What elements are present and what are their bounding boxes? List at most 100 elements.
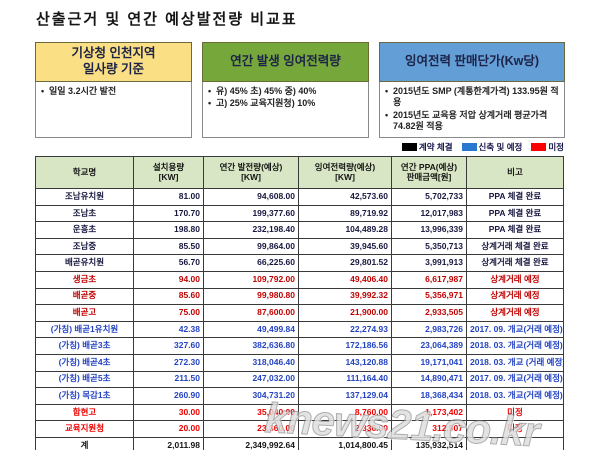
legend-item-new-planned: 신축 및 예정	[461, 141, 523, 153]
cell-sale-amount: 19,171,041	[391, 353, 467, 372]
column-label: 학교명	[72, 166, 97, 177]
cell-sale-amount: 14,890,471	[391, 370, 467, 389]
column-label: 연간 발전량(예상)	[219, 161, 283, 172]
cell-capacity: 2,011.98	[133, 436, 204, 450]
cell-school-name: 조남유치원	[35, 188, 134, 206]
cell-surplus-power: 39,992.32	[298, 287, 392, 306]
table-row: 조남초 170.70 199,377.60 89,719.92 12,017,983 PP…	[35, 204, 564, 223]
cell-surplus-power: 137,129.04	[298, 387, 392, 405]
cell-annual-generation: 87,600.00	[203, 304, 299, 322]
cell-school-name: (가칭) 배곧4초	[35, 353, 134, 372]
legend-swatch-black	[401, 143, 417, 151]
table-row: 조남유치원 81.00 94,608.00 42,573.60 5,702,733 PPA…	[35, 188, 564, 206]
cell-sale-amount: 2,983,726	[391, 320, 467, 339]
info-box-irradiance-header-line2: 일사량 기준	[83, 62, 144, 76]
cell-capacity: 81.00	[133, 188, 204, 206]
cell-annual-generation: 2,349,992.64	[203, 436, 299, 450]
cell-annual-generation: 23,360.00	[203, 420, 299, 438]
info-box-irradiance: 기상청 인천지역 일사량 기준 일일 3.2시간 발전	[35, 42, 192, 138]
table-row: 배곧고 75.00 87,600.00 21,900.00 2,933,505 상계거래 …	[35, 304, 564, 322]
cell-annual-generation: 94,608.00	[203, 188, 299, 206]
cell-note: 미정	[466, 420, 564, 438]
cell-note: 상계거래 체결 완료	[466, 237, 564, 256]
cell-note: 상계거래 체결 완료	[466, 254, 564, 272]
cell-school-name: (가칭) 배곧1유치원	[35, 320, 134, 339]
cell-surplus-power: 21,900.00	[298, 304, 392, 322]
status-legend: 계약 체결 신축 및 예정 미정	[401, 141, 564, 153]
cell-note: PPA 체결 완료	[466, 188, 564, 206]
cell-annual-generation: 35,040.00	[203, 403, 299, 422]
table-row: 운흥초 198.80 232,198.40 104,489.28 13,996,339 P…	[35, 221, 564, 239]
cell-note: 상계거래 예정	[466, 304, 564, 322]
cell-annual-generation: 109,792.00	[203, 270, 299, 289]
cell-capacity: 42.38	[133, 320, 204, 339]
legend-label: 미정	[548, 142, 564, 152]
legend-item-undecided: 미정	[531, 141, 564, 153]
column-surplus-power: 잉여전력량(예상) [KW]	[298, 156, 392, 189]
cell-capacity: 56.70	[133, 254, 204, 272]
cell-capacity: 20.00	[133, 420, 204, 438]
cell-surplus-power: 111,164.40	[298, 370, 392, 389]
cell-capacity: 85.50	[133, 237, 204, 256]
cell-capacity: 327.60	[133, 337, 204, 355]
column-annual-generation: 연간 발전량(예상) [KW]	[203, 156, 299, 189]
cell-note: 2017. 09. 개교(거래 예정)	[466, 370, 564, 389]
cell-surplus-power: 172,186.56	[298, 337, 392, 355]
cell-school-name: (가칭) 배곧3초	[35, 337, 134, 355]
cell-note: PPA 체결 완료	[466, 204, 564, 223]
cell-sale-amount: 3,991,913	[391, 254, 467, 272]
cell-surplus-power: 39,945.60	[298, 237, 392, 256]
cell-sale-amount: 5,350,713	[391, 237, 467, 256]
cell-surplus-power: 2,336.00	[298, 420, 392, 438]
cell-note: 미정	[466, 403, 564, 422]
cell-capacity: 94.00	[133, 270, 204, 289]
table-header: 학교명 설치용량 [KW] 연간 발전량(예상) [KW] 잉여전력량(예상) …	[35, 156, 564, 189]
cell-surplus-power: 104,489.28	[298, 221, 392, 239]
cell-surplus-power: 42,573.60	[298, 188, 392, 206]
cell-sale-amount: 12,017,983	[391, 204, 467, 223]
cell-capacity: 30.00	[133, 403, 204, 422]
info-boxes-row: 기상청 인천지역 일사량 기준 일일 3.2시간 발전 연간 발생 잉여전력량 …	[35, 42, 565, 138]
cell-annual-generation: 99,864.00	[203, 237, 299, 256]
info-box-irradiance-body: 일일 3.2시간 발전	[35, 82, 192, 138]
info-box-irradiance-header: 기상청 인천지역 일사량 기준	[35, 42, 192, 82]
cell-note: 상계거래 예정	[466, 287, 564, 306]
info-box-sale-price-header: 잉여전력 판매단가(Kw당)	[379, 42, 565, 82]
cell-annual-generation: 304,731.20	[203, 387, 299, 405]
table-row: 함현고 30.00 35,040.00 8,760.00 1,173,402 미정	[35, 403, 564, 422]
cell-capacity: 198.80	[133, 221, 204, 239]
cell-note: 상계거래 예정	[466, 270, 564, 289]
cell-note: 2018. 03. 개교 (거래 예정)	[466, 353, 564, 372]
cell-sale-amount: 23,064,389	[391, 337, 467, 355]
cell-surplus-power: 143,120.88	[298, 353, 392, 372]
cell-surplus-power: 89,719.92	[298, 204, 392, 223]
cell-annual-generation: 49,499.84	[203, 320, 299, 339]
cell-annual-generation: 199,377.60	[203, 204, 299, 223]
cell-capacity: 85.60	[133, 287, 204, 306]
bullet-item: 유) 45% 초) 45% 중) 40%	[208, 86, 364, 98]
cell-note: 2017. 09. 개교(거래 예정)	[466, 320, 564, 339]
table-row: (가칭) 배곧4초 272.30 318,046.40 143,120.88 19,17…	[35, 353, 564, 372]
column-note: 비고	[466, 156, 564, 189]
cell-note	[466, 436, 564, 450]
info-box-sale-price-body: 2015년도 SMP (계통한계가격) 133.95원 적용 2015년도 교육…	[379, 82, 565, 138]
cell-sale-amount: 1,173,402	[391, 403, 467, 422]
cell-annual-generation: 247,032.00	[203, 370, 299, 389]
cell-school-name: (가칭) 배곧5초	[35, 370, 134, 389]
table-row: (가칭) 배곧3초 327.60 382,636.80 172,186.56 23,06…	[35, 337, 564, 355]
info-box-surplus-rate: 연간 발생 잉여전력량 유) 45% 초) 45% 중) 40% 고) 25% …	[202, 42, 369, 138]
info-box-sale-price-header-line1: 잉여전력 판매단가(Kw당)	[404, 54, 540, 69]
bullet-item: 2015년도 SMP (계통한계가격) 133.95원 적용	[385, 86, 560, 109]
cell-note: 2018. 03. 개교(거래 예정)	[466, 337, 564, 355]
legend-label: 계약 체결	[418, 142, 453, 152]
legend-label: 신축 및 예정	[478, 142, 523, 152]
cell-sale-amount: 13,996,339	[391, 221, 467, 239]
table-row: 조남중 85.50 99,864.00 39,945.60 5,350,713 상계거래 …	[35, 237, 564, 256]
table-row: (가칭) 목감1초 260.90 304,731.20 137,129.04 18,36…	[35, 387, 564, 405]
cell-surplus-power: 22,274.93	[298, 320, 392, 339]
cell-surplus-power: 8,760.00	[298, 403, 392, 422]
info-box-surplus-rate-header-line1: 연간 발생 잉여전력량	[230, 54, 341, 69]
cell-annual-generation: 66,225.60	[203, 254, 299, 272]
cell-school-name: 배곧고	[35, 304, 134, 322]
cell-surplus-power: 29,801.52	[298, 254, 392, 272]
